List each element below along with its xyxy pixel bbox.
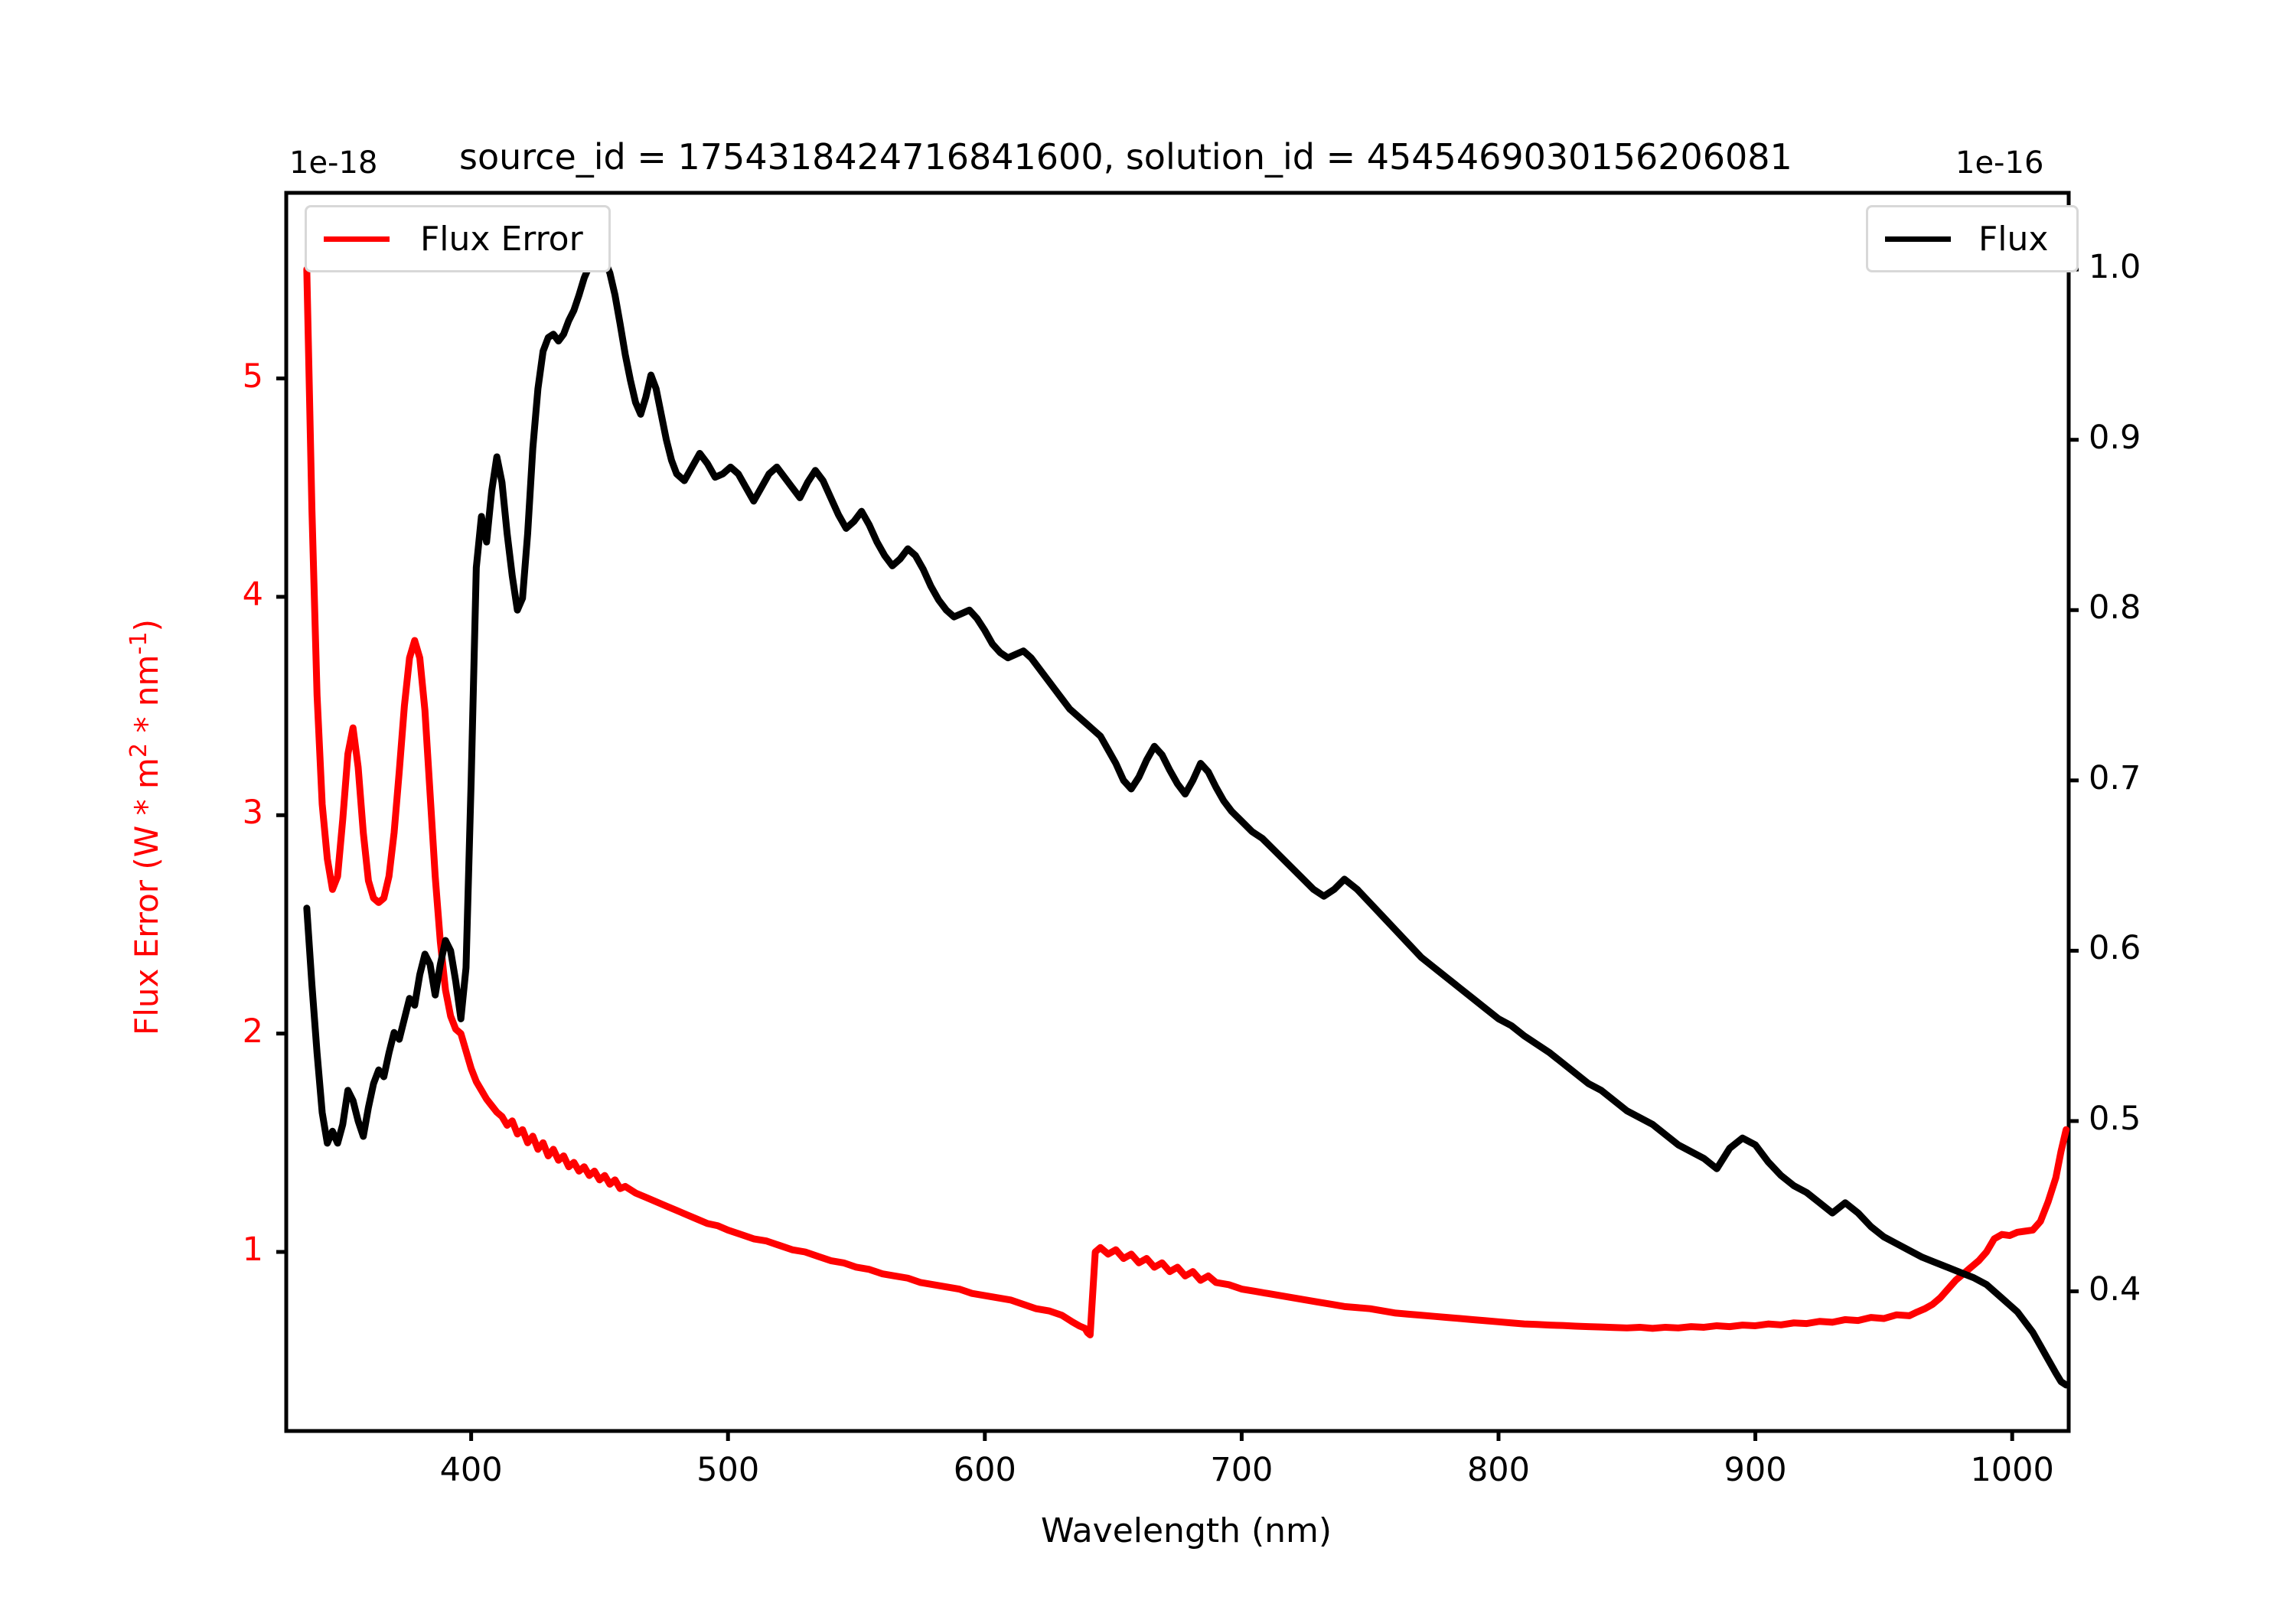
chart-title: source_id = 1754318424716841600, solutio… [459,136,1792,178]
x-tick-label: 500 [696,1451,760,1489]
right-y-tick-label: 0.5 [2089,1099,2141,1138]
x-tick-label: 600 [953,1451,1016,1489]
legend-swatch-flux-error [324,236,390,242]
left-y-tick-label: 4 [242,575,263,614]
left-ylabel-mid: * nm [128,654,165,743]
right-y-tick-label: 0.9 [2089,418,2141,457]
legend-flux-error[interactable]: Flux Error [305,205,611,272]
legend-label-flux: Flux [1978,219,2049,259]
right-axis-offset-text: 1e-16 [1955,145,2044,181]
right-y-tick-label: 0.8 [2089,588,2141,627]
left-y-tick-label: 1 [242,1231,263,1269]
x-tick-label: 1000 [1970,1451,2054,1489]
left-ylabel-prefix: Flux Error (W * m [128,758,165,1035]
right-y-tick-label: 1.0 [2089,248,2141,287]
left-ylabel-sup1: 2 [126,742,152,758]
right-y-tick-label: 0.6 [2089,929,2141,968]
right-y-tick-label: 0.4 [2089,1270,2141,1309]
x-tick-label: 700 [1210,1451,1274,1489]
series-line-flux [303,252,2070,1389]
legend-label-flux-error: Flux Error [420,219,583,259]
legend-flux[interactable]: Flux [1866,205,2079,272]
left-ylabel-sup2: -1 [126,631,152,655]
left-y-axis-label: Flux Error (W * m2 * nm-1) [126,559,165,1095]
left-y-tick-label: 5 [242,357,263,396]
x-axis-label: Wavelength (nm) [1041,1511,1332,1550]
left-ylabel-suffix: ) [128,619,165,632]
right-y-tick-label: 0.7 [2089,758,2141,797]
axes-spines [284,191,2071,1433]
left-y-tick-label: 2 [242,1012,263,1051]
legend-swatch-flux [1885,236,1951,242]
series-line-flux-error [303,266,2070,1338]
x-tick-label: 400 [439,1451,503,1489]
x-tick-label: 800 [1466,1451,1531,1489]
left-y-tick-label: 3 [242,794,263,833]
left-axis-offset-text: 1e-18 [289,145,378,181]
x-tick-label: 900 [1724,1451,1787,1489]
